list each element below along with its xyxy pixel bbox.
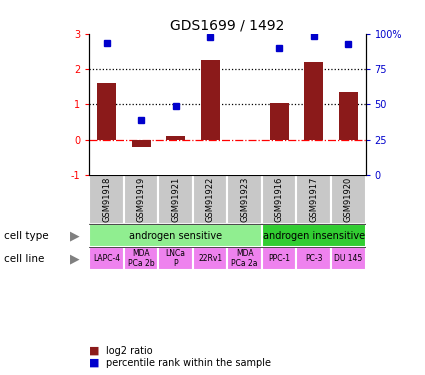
Bar [296, 247, 331, 270]
Bar [262, 175, 296, 224]
Bar [124, 175, 158, 224]
Bar [124, 247, 158, 270]
Text: MDA
PCa 2b: MDA PCa 2b [128, 249, 154, 268]
Text: GSM91917: GSM91917 [309, 177, 318, 222]
Bar [89, 224, 262, 247]
Bar [339, 92, 358, 140]
Text: cell line: cell line [4, 254, 45, 264]
Text: androgen sensitive: androgen sensitive [129, 231, 222, 241]
Text: GSM91921: GSM91921 [171, 177, 180, 222]
Bar [296, 175, 331, 224]
Bar [193, 247, 227, 270]
Bar [304, 62, 323, 140]
Text: percentile rank within the sample: percentile rank within the sample [106, 358, 271, 368]
Text: ■: ■ [89, 346, 103, 355]
Text: 22Rv1: 22Rv1 [198, 254, 222, 263]
Text: GSM91916: GSM91916 [275, 177, 283, 222]
Text: ■: ■ [89, 358, 103, 368]
Text: GSM91920: GSM91920 [344, 177, 353, 222]
Bar [97, 83, 116, 140]
Text: GSM91918: GSM91918 [102, 177, 111, 222]
Text: ▶: ▶ [70, 229, 80, 242]
Bar [331, 175, 366, 224]
Bar [227, 175, 262, 224]
Bar [89, 175, 124, 224]
Text: MDA
PCa 2a: MDA PCa 2a [231, 249, 258, 268]
Title: GDS1699 / 1492: GDS1699 / 1492 [170, 19, 285, 33]
Bar [262, 247, 296, 270]
Bar [270, 102, 289, 140]
Bar [262, 224, 366, 247]
Text: GSM91922: GSM91922 [206, 177, 215, 222]
Text: GSM91919: GSM91919 [136, 177, 145, 222]
Bar [331, 247, 366, 270]
Text: PC-3: PC-3 [305, 254, 323, 263]
Bar [158, 175, 193, 224]
Bar [227, 247, 262, 270]
Bar [132, 140, 150, 147]
Text: cell type: cell type [4, 231, 49, 241]
Text: LNCa
P: LNCa P [166, 249, 186, 268]
Text: PPC-1: PPC-1 [268, 254, 290, 263]
Bar [193, 175, 227, 224]
Text: ▶: ▶ [70, 252, 80, 265]
Bar [89, 247, 124, 270]
Bar [166, 136, 185, 140]
Text: LAPC-4: LAPC-4 [93, 254, 120, 263]
Bar [201, 60, 220, 140]
Text: log2 ratio: log2 ratio [106, 346, 153, 355]
Text: androgen insensitive: androgen insensitive [263, 231, 365, 241]
Bar [158, 247, 193, 270]
Text: DU 145: DU 145 [334, 254, 363, 263]
Text: GSM91923: GSM91923 [240, 177, 249, 222]
